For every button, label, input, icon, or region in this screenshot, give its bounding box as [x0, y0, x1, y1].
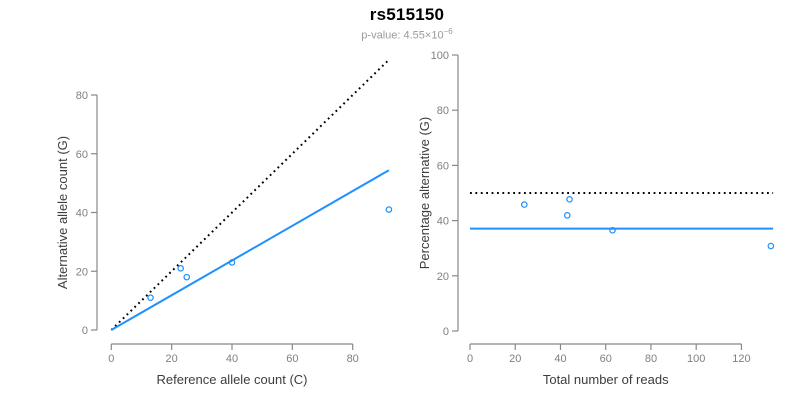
- x-tick-label: 0: [467, 353, 473, 365]
- x-axis-title: Total number of reads: [543, 372, 669, 387]
- x-tick-label: 0: [108, 353, 114, 365]
- right-panel: 0 20 40 60 80 100 120 0 20 40 60 80 100 Total number …: [417, 50, 775, 387]
- data-point: [767, 242, 775, 250]
- y-tick-label: 40: [437, 216, 449, 228]
- data-point: [147, 294, 154, 301]
- data-point: [520, 201, 528, 208]
- data-point: [183, 273, 191, 281]
- y-tick-label: 60: [437, 160, 449, 172]
- data-point: [177, 265, 185, 272]
- x-tick-label: 80: [645, 353, 657, 365]
- data-point: [228, 259, 236, 266]
- fitted-ratio-line: [110, 169, 390, 331]
- x-tick-label: 20: [509, 353, 521, 365]
- x-axis-title: Reference allele count (C): [156, 372, 307, 387]
- data-point: [609, 226, 616, 234]
- y-tick-label: 40: [76, 208, 88, 220]
- x-tick-label: 20: [166, 353, 178, 365]
- data-point: [563, 212, 571, 219]
- left-panel: 0 20 40 60 80 0 20 40 60 80 Reference allele count…: [55, 59, 393, 387]
- y-axis-title: Alternative allele count (G): [55, 136, 70, 289]
- y-tick-label: 0: [443, 326, 449, 338]
- x-tick-label: 100: [687, 353, 705, 365]
- data-point: [566, 196, 573, 203]
- data-point: [385, 206, 393, 213]
- y-tick-label: 80: [437, 105, 449, 117]
- x-tick-label: 60: [286, 353, 298, 365]
- x-tick-label: 60: [600, 353, 612, 365]
- y-axis-title: Percentage alternative (G): [417, 117, 432, 269]
- y-tick-label: 100: [431, 50, 449, 62]
- y-tick-label: 20: [76, 266, 88, 278]
- x-tick-label: 40: [226, 353, 238, 365]
- x-tick-label: 40: [554, 353, 566, 365]
- x-tick-label: 120: [732, 353, 750, 365]
- y-tick-label: 60: [76, 149, 88, 161]
- y-tick-label: 80: [76, 90, 88, 102]
- y-tick-label: 20: [437, 271, 449, 283]
- x-tick-label: 80: [347, 353, 359, 365]
- y-tick-label: 0: [82, 325, 88, 337]
